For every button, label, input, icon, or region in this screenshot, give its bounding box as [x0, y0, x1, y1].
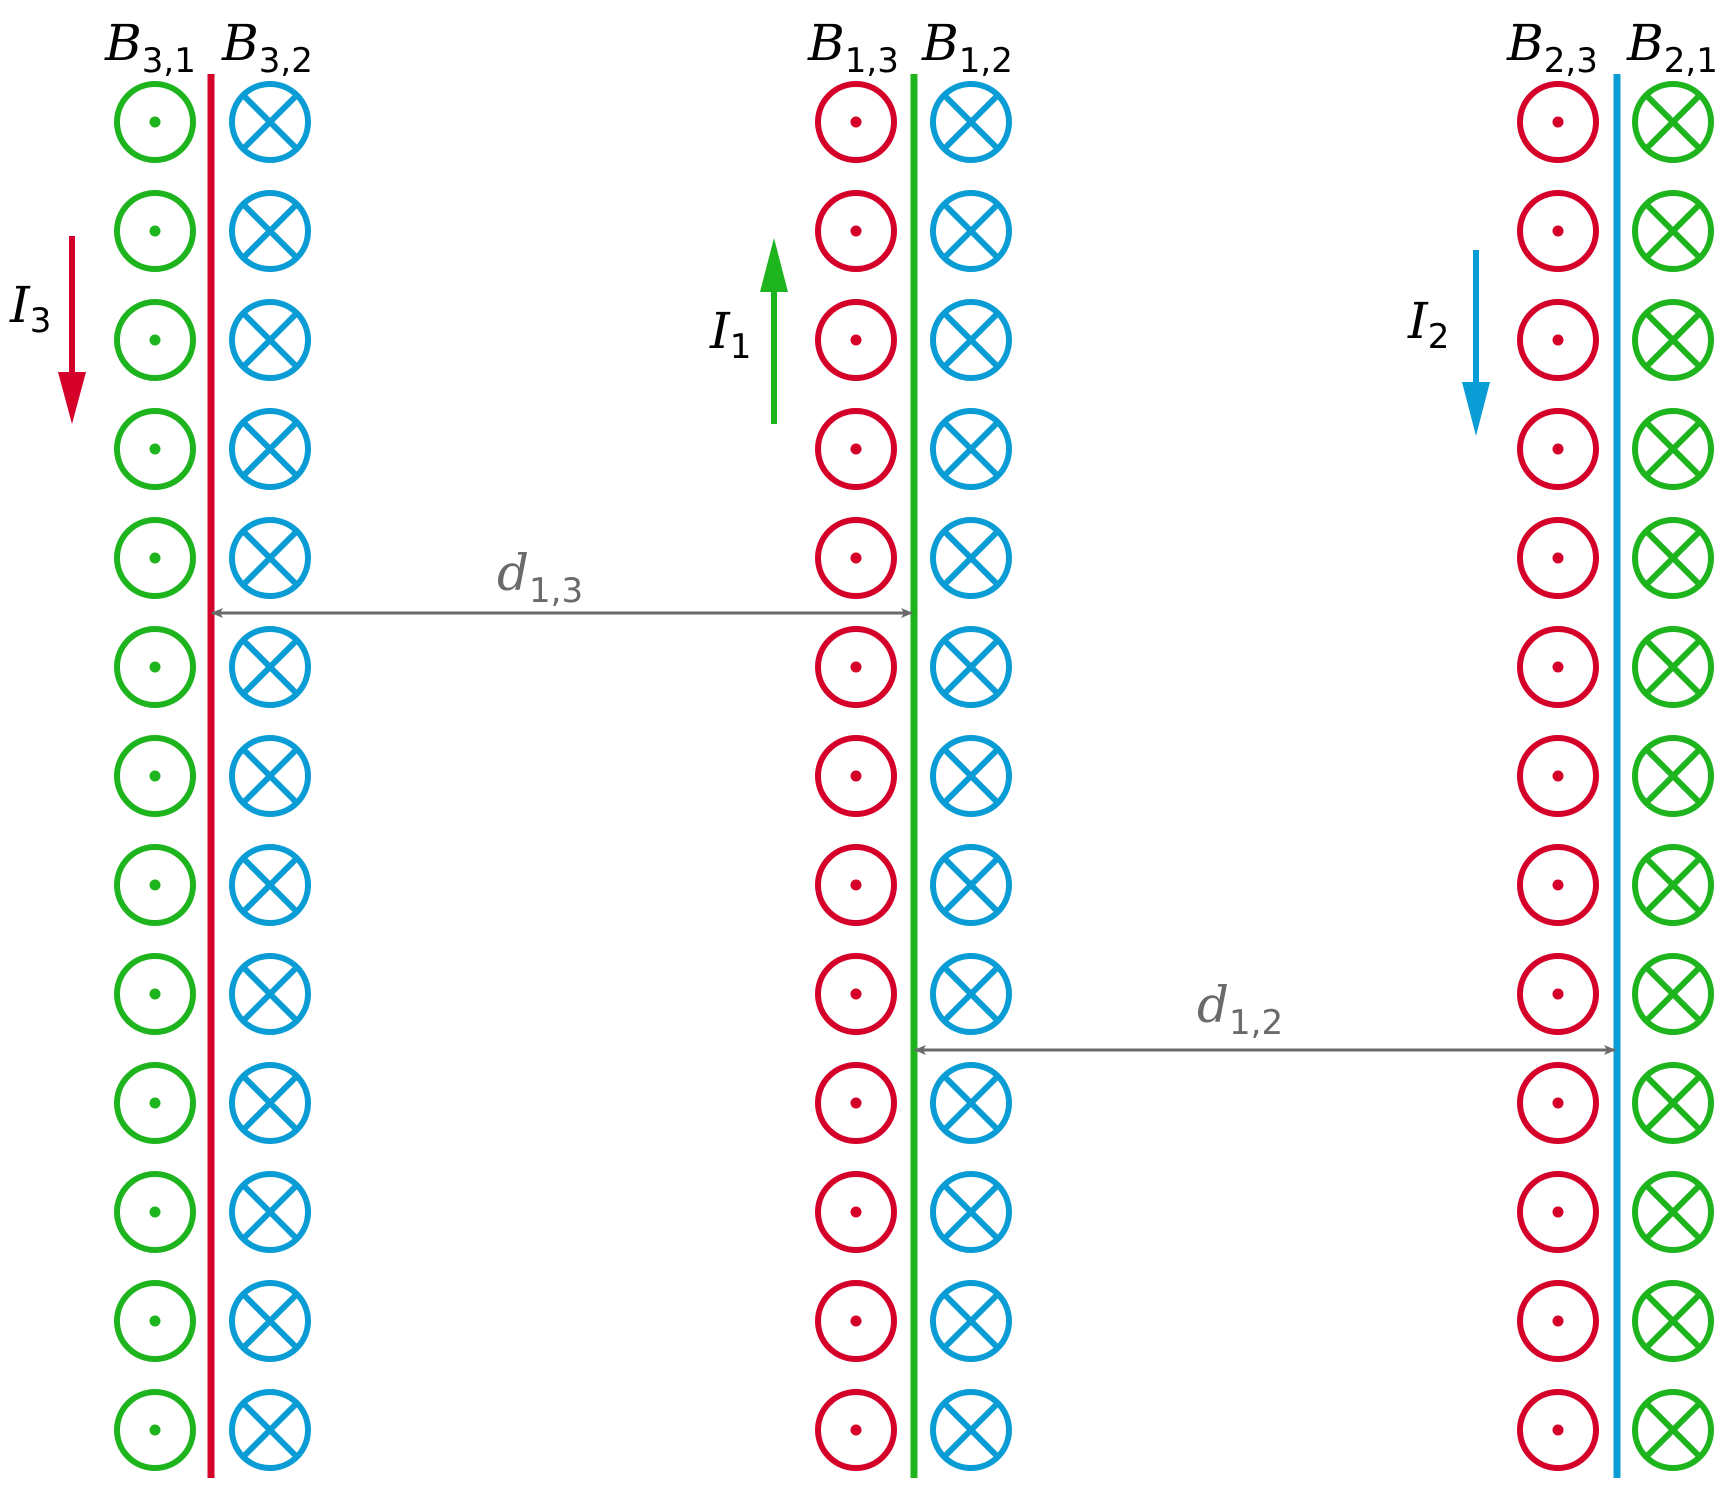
field-column-b13 — [815, 81, 897, 1471]
field-out-of-page-symbol — [1517, 190, 1599, 272]
field-into-page-symbol — [930, 1280, 1012, 1362]
field-label-b31: B3,1 — [104, 14, 196, 81]
field-into-page-symbol — [1632, 953, 1714, 1035]
field-into-page-symbol — [1632, 1280, 1714, 1362]
field-into-page-symbol — [930, 953, 1012, 1035]
current-label-i3: I3 — [9, 276, 51, 341]
field-into-page-symbol — [930, 1062, 1012, 1144]
field-out-of-page-symbol — [1517, 1389, 1599, 1471]
field-out-of-page-symbol — [114, 735, 196, 817]
field-column-b31 — [114, 81, 196, 1471]
field-into-page-symbol — [229, 408, 311, 490]
field-out-of-page-symbol — [815, 81, 897, 163]
field-into-page-symbol — [1632, 844, 1714, 926]
field-out-of-page-symbol — [815, 844, 897, 926]
field-label-b13: B1,3 — [807, 14, 899, 81]
field-out-of-page-symbol — [815, 953, 897, 1035]
field-into-page-symbol — [1632, 299, 1714, 381]
field-out-of-page-symbol — [815, 1280, 897, 1362]
field-out-of-page-symbol — [1517, 735, 1599, 817]
field-column-b21 — [1632, 81, 1714, 1471]
field-out-of-page-symbol — [815, 517, 897, 599]
field-into-page-symbol — [1632, 1389, 1714, 1471]
field-out-of-page-symbol — [114, 953, 196, 1035]
field-into-page-symbol — [229, 517, 311, 599]
field-into-page-symbol — [930, 299, 1012, 381]
field-out-of-page-symbol — [114, 1062, 196, 1144]
field-out-of-page-symbol — [114, 517, 196, 599]
field-out-of-page-symbol — [1517, 408, 1599, 490]
field-out-of-page-symbol — [114, 626, 196, 708]
field-into-page-symbol — [930, 517, 1012, 599]
field-into-page-symbol — [1632, 517, 1714, 599]
field-into-page-symbol — [229, 1062, 311, 1144]
field-out-of-page-symbol — [1517, 953, 1599, 1035]
field-out-of-page-symbol — [1517, 1171, 1599, 1253]
field-into-page-symbol — [930, 1389, 1012, 1471]
current-arrow-i1 — [760, 238, 788, 424]
field-column-b12 — [930, 81, 1012, 1471]
field-into-page-symbol — [229, 299, 311, 381]
field-into-page-symbol — [1632, 1062, 1714, 1144]
field-out-of-page-symbol — [1517, 626, 1599, 708]
field-into-page-symbol — [229, 1389, 311, 1471]
field-into-page-symbol — [930, 626, 1012, 708]
field-out-of-page-symbol — [815, 1389, 897, 1471]
field-out-of-page-symbol — [815, 190, 897, 272]
field-out-of-page-symbol — [815, 1062, 897, 1144]
field-into-page-symbol — [229, 1171, 311, 1253]
field-into-page-symbol — [229, 953, 311, 1035]
field-into-page-symbol — [930, 81, 1012, 163]
field-into-page-symbol — [930, 408, 1012, 490]
distance-label-d13: d1,3 — [497, 544, 583, 611]
field-label-b21: B2,1 — [1626, 14, 1718, 81]
field-out-of-page-symbol — [114, 844, 196, 926]
field-out-of-page-symbol — [1517, 1062, 1599, 1144]
distance-label-d12: d1,2 — [1197, 976, 1283, 1043]
field-out-of-page-symbol — [815, 626, 897, 708]
field-label-b12: B1,2 — [921, 14, 1013, 81]
field-out-of-page-symbol — [1517, 1280, 1599, 1362]
field-out-of-page-symbol — [114, 1389, 196, 1471]
field-into-page-symbol — [1632, 735, 1714, 817]
field-into-page-symbol — [1632, 81, 1714, 163]
field-into-page-symbol — [229, 626, 311, 708]
field-into-page-symbol — [1632, 408, 1714, 490]
field-out-of-page-symbol — [1517, 844, 1599, 926]
current-arrow-i3 — [58, 236, 86, 424]
field-into-page-symbol — [229, 735, 311, 817]
field-label-b23: B2,3 — [1506, 14, 1598, 81]
field-out-of-page-symbol — [114, 81, 196, 163]
field-into-page-symbol — [930, 1171, 1012, 1253]
field-out-of-page-symbol — [1517, 517, 1599, 599]
field-column-b23 — [1517, 81, 1599, 1471]
field-out-of-page-symbol — [815, 299, 897, 381]
field-out-of-page-symbol — [1517, 299, 1599, 381]
field-out-of-page-symbol — [1517, 81, 1599, 163]
field-out-of-page-symbol — [114, 1280, 196, 1362]
field-out-of-page-symbol — [114, 190, 196, 272]
current-arrow-i2 — [1462, 250, 1490, 436]
field-into-page-symbol — [1632, 1171, 1714, 1253]
field-column-b32 — [229, 81, 311, 1471]
field-out-of-page-symbol — [114, 408, 196, 490]
field-into-page-symbol — [930, 190, 1012, 272]
field-into-page-symbol — [229, 81, 311, 163]
field-out-of-page-symbol — [815, 408, 897, 490]
field-out-of-page-symbol — [114, 1171, 196, 1253]
field-into-page-symbol — [1632, 190, 1714, 272]
field-into-page-symbol — [229, 844, 311, 926]
current-label-i2: I2 — [1407, 292, 1449, 357]
field-into-page-symbol — [1632, 626, 1714, 708]
current-label-i1: I1 — [709, 302, 751, 367]
field-out-of-page-symbol — [114, 299, 196, 381]
field-out-of-page-symbol — [815, 1171, 897, 1253]
field-into-page-symbol — [930, 735, 1012, 817]
field-into-page-symbol — [229, 1280, 311, 1362]
field-into-page-symbol — [930, 844, 1012, 926]
field-into-page-symbol — [229, 190, 311, 272]
field-label-b32: B3,2 — [221, 14, 313, 81]
field-out-of-page-symbol — [815, 735, 897, 817]
